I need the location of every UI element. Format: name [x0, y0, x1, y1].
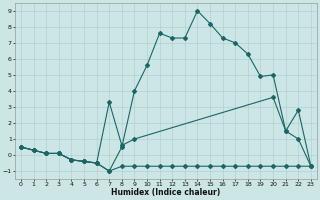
X-axis label: Humidex (Indice chaleur): Humidex (Indice chaleur)	[111, 188, 220, 197]
